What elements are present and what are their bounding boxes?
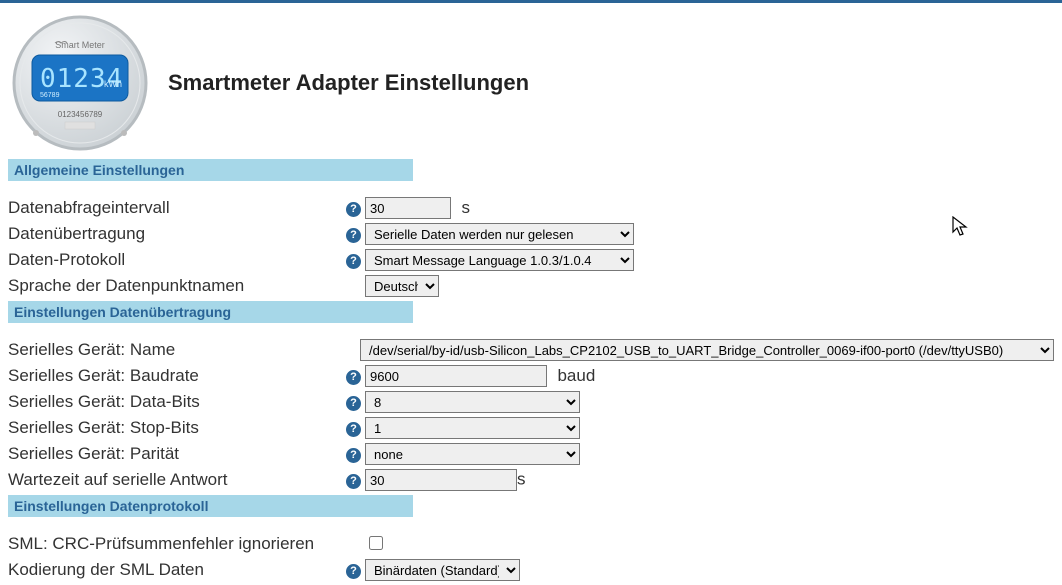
help-icon[interactable]: ? (346, 474, 361, 489)
section-protocol: Einstellungen Datenprotokoll (8, 495, 413, 517)
help-icon[interactable]: ? (346, 202, 361, 217)
label-device: Serielles Gerät: Name (8, 340, 341, 360)
label-encoding: Kodierung der SML Daten (8, 560, 346, 580)
encoding-select[interactable]: Binärdaten (Standard) (365, 559, 520, 581)
timeout-input[interactable] (365, 469, 517, 491)
help-icon[interactable]: ? (346, 370, 361, 385)
transport-select[interactable]: Serielle Daten werden nur gelesen (365, 223, 634, 245)
label-stopbits: Serielles Gerät: Stop-Bits (8, 418, 346, 438)
label-language: Sprache der Datenpunktnamen (8, 276, 346, 296)
help-icon[interactable]: ? (346, 396, 361, 411)
unit-baud: baud (557, 366, 595, 385)
language-select[interactable]: Deutsch (365, 275, 439, 297)
help-icon[interactable]: ? (346, 228, 361, 243)
logo-sub-value: 56789 (40, 92, 60, 99)
label-transport: Datenübertragung (8, 224, 346, 244)
baudrate-input[interactable] (365, 365, 547, 387)
section-transport: Einstellungen Datenübertragung (8, 301, 413, 323)
help-icon[interactable]: ? (346, 422, 361, 437)
label-protocol: Daten-Protokoll (8, 250, 346, 270)
unit-interval: s (461, 198, 470, 217)
help-icon[interactable]: ? (346, 448, 361, 463)
stopbits-select[interactable]: 1 (365, 417, 580, 439)
help-icon[interactable]: ? (346, 564, 361, 579)
logo-serial: 0123456789 (58, 110, 103, 119)
section-general: Allgemeine Einstellungen (8, 159, 413, 181)
label-timeout: Wartezeit auf serielle Antwort (8, 470, 346, 490)
label-interval: Datenabfrageintervall (8, 198, 346, 218)
label-baudrate: Serielles Gerät: Baudrate (8, 366, 346, 386)
protocol-select[interactable]: Smart Message Language 1.0.3/1.0.4 (365, 249, 634, 271)
parity-select[interactable]: none (365, 443, 580, 465)
page-title: Smartmeter Adapter Einstellungen (168, 70, 529, 96)
device-select[interactable]: /dev/serial/by-id/usb-Silicon_Labs_CP210… (360, 339, 1054, 361)
label-databits: Serielles Gerät: Data-Bits (8, 392, 346, 412)
interval-input[interactable] (365, 197, 451, 219)
unit-timeout: s (517, 470, 526, 489)
crc-checkbox[interactable] (369, 536, 383, 550)
logo-display-unit: kWh (104, 79, 122, 89)
label-parity: Serielles Gerät: Parität (8, 444, 346, 464)
help-icon[interactable]: ? (346, 254, 361, 269)
adapter-logo: Smart Meter 01234 kWh 56789 0123456789 (10, 13, 150, 153)
label-crc: SML: CRC-Prüfsummenfehler ignorieren (8, 534, 346, 554)
databits-select[interactable]: 8 (365, 391, 580, 413)
